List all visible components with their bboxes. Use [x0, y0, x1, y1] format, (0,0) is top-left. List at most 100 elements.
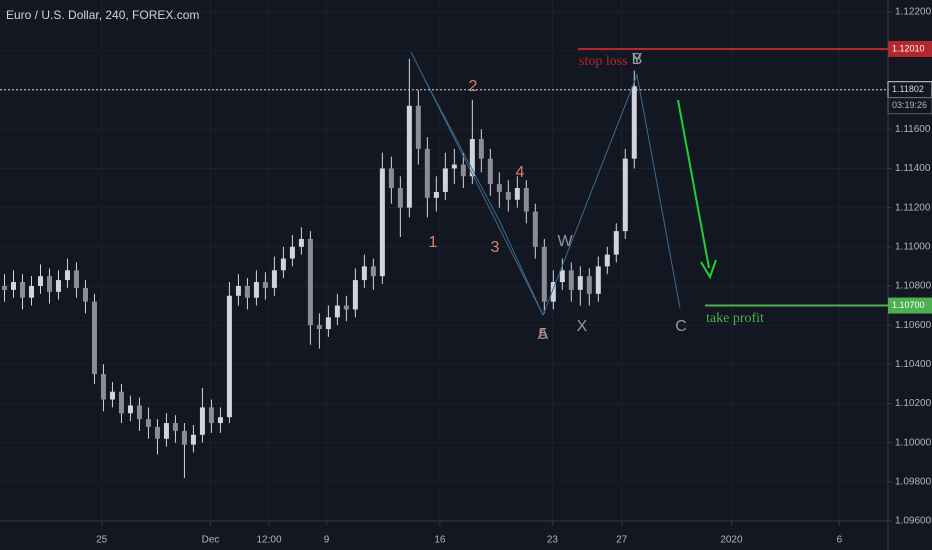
- wave-label: Y: [632, 51, 643, 68]
- candle-body: [127, 405, 133, 414]
- candle-body: [235, 285, 241, 296]
- candle-body: [361, 266, 367, 281]
- wave-label: 5: [539, 326, 548, 343]
- candle-body: [505, 191, 511, 200]
- candle-body: [388, 168, 394, 189]
- candle-body: [487, 158, 493, 185]
- wave-label: W: [557, 233, 573, 250]
- wave-label: B: [632, 51, 643, 68]
- y-tick-label: 1.10000: [895, 437, 932, 448]
- candle-body: [226, 295, 232, 418]
- candle-body: [343, 305, 349, 310]
- candle-body: [451, 164, 457, 169]
- candle-body: [145, 419, 151, 427]
- candle-body: [181, 430, 187, 445]
- wave-label: 3: [491, 239, 500, 256]
- candle-body: [217, 417, 223, 424]
- wave-label: 4: [516, 164, 525, 181]
- arrow: [677, 99, 710, 269]
- x-tick-label: 9: [324, 535, 330, 546]
- candle-body: [289, 246, 295, 259]
- candle-body: [334, 305, 340, 318]
- x-tick-label: 6: [837, 535, 843, 546]
- candle-body: [244, 285, 250, 298]
- candle-body: [82, 287, 88, 302]
- y-tick-label: 1.11200: [895, 202, 931, 213]
- candle-body: [73, 270, 79, 288]
- candle-body: [622, 158, 628, 232]
- candle-body: [172, 423, 178, 431]
- candle-body: [370, 266, 376, 277]
- arrow-head: [700, 259, 717, 280]
- wave-label: C: [675, 318, 687, 335]
- candle-body: [208, 407, 214, 424]
- y-tick-label: 1.09600: [895, 516, 932, 527]
- candle-body: [406, 105, 412, 208]
- price-label: 1.12010: [892, 43, 925, 53]
- candle-body: [379, 168, 385, 277]
- candle-body: [478, 139, 484, 159]
- x-tick-label: 2020: [720, 535, 743, 546]
- candle-body: [433, 191, 439, 198]
- candle-body: [604, 254, 610, 267]
- candle-body: [109, 391, 115, 400]
- candle-body: [352, 280, 358, 310]
- candle-body: [19, 282, 25, 298]
- x-tick-label: Dec: [202, 535, 220, 546]
- candle-body: [190, 434, 196, 445]
- x-tick-label: 12:00: [256, 535, 281, 546]
- candle-body: [100, 374, 106, 400]
- candle-body: [460, 164, 466, 177]
- candle-body: [55, 280, 61, 292]
- price-label: 1.10700: [892, 300, 925, 310]
- candle-body: [469, 139, 475, 177]
- candle-body: [496, 184, 502, 192]
- candle-body: [280, 258, 286, 271]
- candle-body: [307, 238, 313, 326]
- y-tick-label: 1.11000: [895, 241, 931, 252]
- candle-body: [28, 285, 34, 298]
- candle-body: [397, 188, 403, 208]
- candle-body: [46, 276, 52, 292]
- y-tick-label: 1.11400: [895, 163, 931, 174]
- candle-body: [595, 266, 601, 294]
- countdown: 03:19:26: [892, 100, 927, 110]
- level-name: take profit: [706, 311, 764, 326]
- chart-title: Euro / U.S. Dollar, 240, FOREX.com: [6, 8, 199, 22]
- candle-body: [559, 270, 565, 283]
- candle-body: [316, 325, 322, 330]
- wave-label: A: [538, 326, 549, 343]
- candle-body: [163, 423, 169, 439]
- wave-line: [424, 79, 544, 316]
- x-tick-label: 16: [434, 535, 446, 546]
- price-label-box: [888, 40, 932, 57]
- x-tick-label: 23: [547, 535, 559, 546]
- candle-body: [514, 188, 520, 200]
- candle-body: [271, 270, 277, 288]
- x-tick-label: 27: [616, 535, 628, 546]
- y-tick-label: 1.10200: [895, 398, 932, 409]
- candle-body: [424, 148, 430, 198]
- candle-body: [262, 282, 268, 288]
- y-tick-label: 1.11600: [895, 124, 931, 135]
- candle-body: [253, 282, 259, 298]
- candle-body: [298, 238, 304, 247]
- wave-label: 2: [469, 78, 478, 95]
- candle-body: [91, 301, 97, 375]
- y-tick-label: 1.12200: [895, 6, 932, 17]
- candle-body: [586, 276, 592, 294]
- candle-body: [1, 285, 7, 290]
- price-label: 1.11802: [892, 84, 924, 94]
- candle-body: [532, 211, 538, 247]
- candle-body: [10, 282, 16, 290]
- candle-body: [568, 270, 574, 290]
- candle-body: [613, 231, 619, 255]
- y-tick-label: 1.10600: [895, 320, 932, 331]
- wave-label: 1: [429, 234, 438, 251]
- countdown-box: [887, 97, 932, 115]
- candle-body: [136, 405, 142, 420]
- candle-body: [118, 391, 124, 414]
- wave-label: X: [577, 318, 588, 335]
